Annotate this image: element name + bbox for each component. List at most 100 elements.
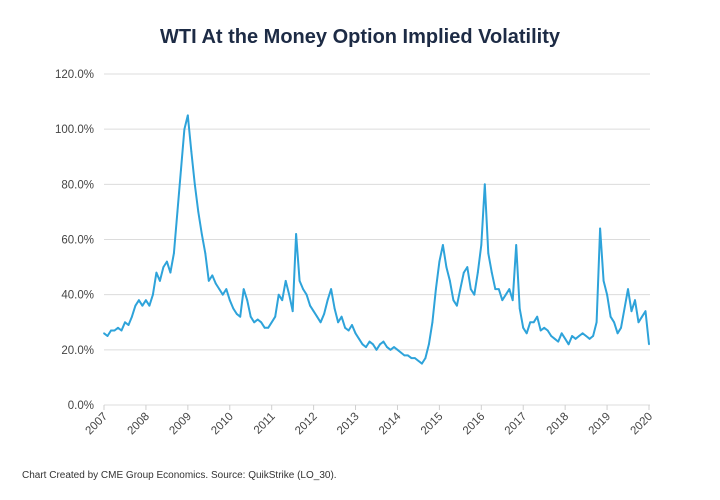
- x-tick-label: 2015: [419, 411, 446, 438]
- data-point: [606, 293, 608, 296]
- data-point: [221, 293, 224, 296]
- data-point: [571, 335, 573, 337]
- data-point: [522, 326, 525, 329]
- data-point: [431, 321, 434, 324]
- data-point: [445, 266, 448, 268]
- data-point: [253, 321, 256, 324]
- data-point: [379, 343, 381, 346]
- data-point: [291, 310, 294, 313]
- data-point: [595, 321, 598, 324]
- data-point: [302, 288, 304, 290]
- data-point: [560, 332, 563, 335]
- data-point: [525, 332, 528, 335]
- data-point: [235, 313, 238, 315]
- data-point: [281, 299, 284, 302]
- data-point: [627, 288, 629, 290]
- x-tick-label: 2010: [209, 411, 236, 438]
- data-point: [148, 304, 151, 307]
- x-tick-label: 2009: [167, 411, 194, 438]
- data-point: [333, 307, 336, 310]
- data-point: [214, 282, 217, 285]
- data-point: [553, 337, 556, 340]
- data-point: [200, 233, 203, 235]
- data-point: [305, 293, 308, 296]
- x-tick-label: 2013: [335, 411, 362, 438]
- data-point: [585, 335, 587, 337]
- data-point: [173, 252, 175, 255]
- data-point: [242, 288, 245, 290]
- data-point: [295, 233, 297, 235]
- data-point: [442, 244, 444, 246]
- data-point: [277, 293, 280, 296]
- data-point: [190, 150, 193, 153]
- x-tick-label: 2008: [125, 411, 152, 438]
- data-point: [162, 266, 165, 268]
- data-point: [623, 307, 626, 310]
- data-point: [218, 288, 221, 290]
- data-point: [518, 307, 521, 310]
- data-point: [152, 293, 154, 296]
- data-point: [186, 114, 189, 117]
- y-tick-label: 120.0%: [55, 69, 94, 81]
- x-tick-label: 2012: [293, 411, 320, 438]
- data-point: [155, 271, 158, 274]
- data-point: [386, 346, 388, 348]
- data-point: [410, 357, 413, 359]
- data-point: [368, 340, 371, 343]
- data-point: [602, 280, 605, 282]
- data-point: [246, 299, 249, 302]
- data-point: [588, 337, 591, 340]
- data-point: [490, 271, 493, 274]
- data-point: [127, 324, 130, 326]
- data-point: [309, 304, 311, 307]
- data-point: [274, 315, 277, 318]
- x-axis: 2007 2008 2009 2010 2011 2012 2013 2014 2015 2016…: [84, 405, 656, 438]
- data-point: [365, 346, 367, 348]
- data-point: [459, 288, 462, 290]
- data-point: [466, 266, 469, 268]
- data-point: [557, 340, 560, 343]
- data-point: [435, 288, 437, 290]
- x-tick-label: 2017: [503, 411, 530, 438]
- data-point: [298, 280, 301, 282]
- data-point: [438, 260, 441, 263]
- data-point: [169, 271, 172, 274]
- data-point: [207, 280, 210, 282]
- y-tick-label: 20.0%: [61, 345, 94, 357]
- data-point: [414, 357, 416, 359]
- data-point: [288, 293, 291, 296]
- data-point: [166, 260, 168, 263]
- y-tick-label: 80.0%: [61, 179, 94, 191]
- data-point: [389, 348, 392, 351]
- y-tick-label: 40.0%: [61, 290, 94, 302]
- data-point: [124, 321, 126, 324]
- x-tick-label: 2007: [84, 411, 111, 438]
- data-point: [546, 329, 549, 332]
- data-point: [106, 335, 109, 337]
- data-point: [159, 280, 161, 282]
- data-point: [511, 299, 514, 302]
- data-point: [497, 288, 500, 290]
- data-point: [501, 299, 504, 302]
- data-point: [193, 183, 196, 186]
- data-point: [375, 348, 378, 351]
- data-point: [476, 271, 479, 274]
- data-point: [616, 332, 619, 335]
- data-point: [536, 315, 539, 318]
- data-point: [508, 288, 511, 290]
- data-point: [141, 304, 144, 307]
- data-point: [270, 321, 273, 324]
- data-point: [581, 332, 584, 335]
- data-point: [462, 271, 465, 274]
- data-point: [340, 315, 343, 318]
- x-tick-label: 2014: [377, 410, 404, 437]
- data-point: [487, 252, 490, 255]
- x-tick-label: 2020: [629, 411, 656, 438]
- data-point: [403, 354, 406, 357]
- series-layer: [103, 114, 650, 365]
- chart-footer: Chart Created by CME Group Economics. So…: [22, 470, 337, 481]
- data-point: [344, 326, 346, 329]
- data-point: [396, 348, 399, 351]
- data-point: [564, 337, 567, 340]
